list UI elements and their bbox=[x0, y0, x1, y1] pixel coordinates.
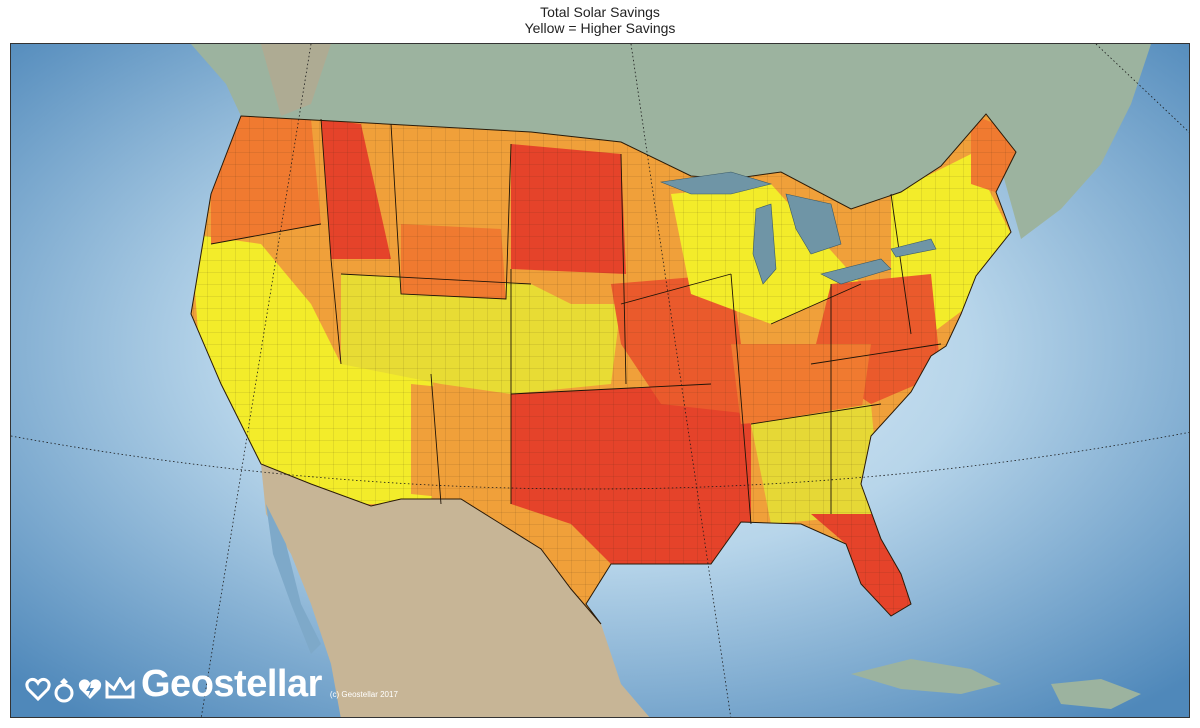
graticule bbox=[11, 44, 1189, 717]
us-savings-map bbox=[191, 114, 1016, 624]
ring-icon bbox=[54, 678, 74, 703]
hispaniola-island bbox=[1051, 679, 1141, 709]
gulf-of-california bbox=[266, 504, 321, 654]
map-frame: Geostellar (c) Geostellar 2017 bbox=[10, 43, 1190, 718]
geostellar-logo: Geostellar (c) Geostellar 2017 bbox=[25, 665, 398, 703]
rocky-mountains-canada bbox=[261, 44, 331, 116]
map-subtitle: Yellow = Higher Savings bbox=[524, 20, 676, 36]
brand-name: Geostellar bbox=[141, 663, 322, 705]
crown-icon bbox=[105, 677, 135, 699]
mexico-land bbox=[261, 464, 650, 717]
map-title-block: Total Solar Savings Yellow = Higher Savi… bbox=[0, 4, 1200, 36]
great-lakes bbox=[659, 171, 937, 285]
state-borders bbox=[210, 118, 942, 525]
logo-icon-group bbox=[25, 677, 135, 703]
cuba-island bbox=[851, 659, 1001, 694]
copyright-text: (c) Geostellar 2017 bbox=[329, 690, 398, 699]
map-canvas bbox=[11, 44, 1189, 717]
map-title: Total Solar Savings bbox=[540, 4, 660, 20]
canada-land bbox=[191, 44, 1151, 239]
heart-icon bbox=[25, 677, 51, 701]
lightning-heart-icon bbox=[78, 679, 102, 699]
